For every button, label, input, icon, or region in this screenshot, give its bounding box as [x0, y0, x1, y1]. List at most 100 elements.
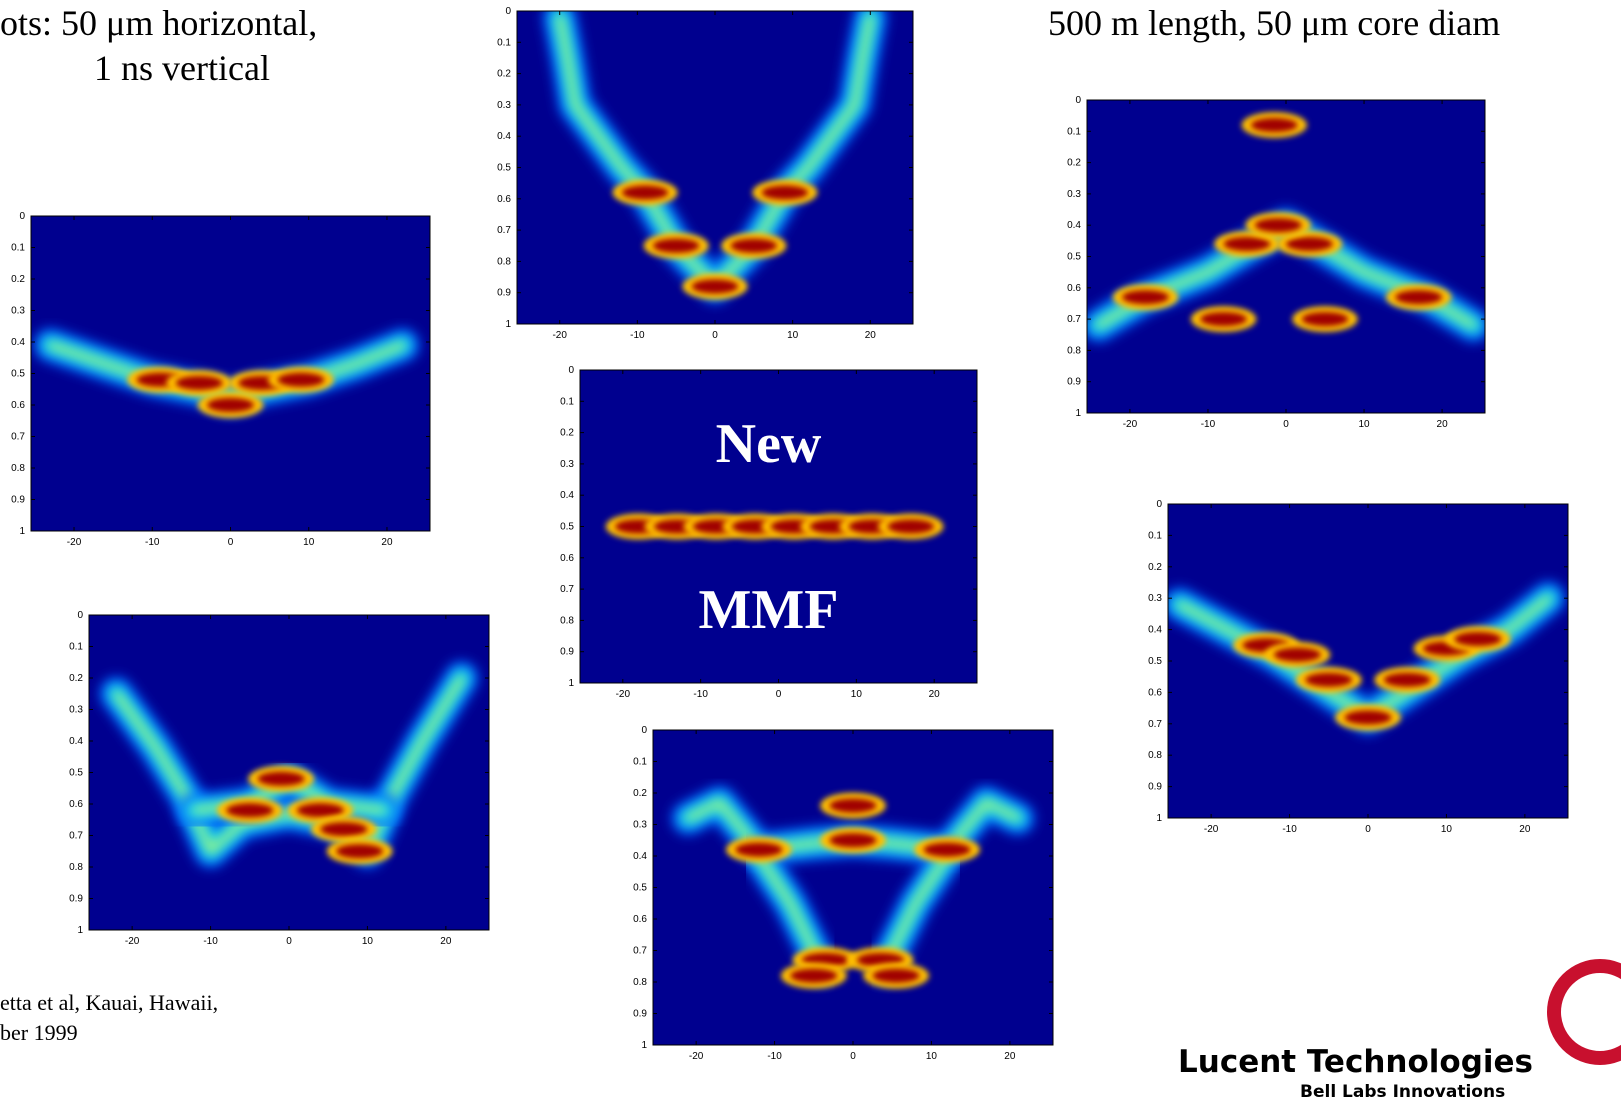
x-tick-label: 0 [1283, 419, 1289, 430]
x-tick-label: -20 [616, 689, 631, 700]
y-tick-label: 0.4 [1067, 220, 1081, 231]
y-tick-label: 0.1 [497, 37, 511, 48]
peak [1344, 710, 1392, 725]
x-tick-label: 0 [850, 1051, 856, 1062]
peak [1383, 672, 1431, 687]
logo: Lucent Technologies [1178, 1044, 1533, 1080]
peak [1122, 290, 1169, 305]
peak [691, 279, 739, 294]
y-tick-label: 0.5 [497, 163, 511, 174]
y-tick-label: 0 [505, 6, 511, 17]
plot-background [1168, 504, 1568, 818]
x-tick-label: -20 [1123, 419, 1138, 430]
x-tick-label: -20 [67, 537, 82, 548]
x-tick-label: 10 [362, 936, 374, 947]
y-tick-label: 0 [19, 211, 25, 222]
peak [1254, 218, 1302, 233]
heatmap: -20 -10 0 10 20 0 0.1 0.2 0.3 0.4 0.5 0.6 0.7 0.8 0.9 1 [1148, 499, 1569, 835]
y-tick-label: 0.4 [560, 490, 574, 501]
y-tick-label: 0.9 [11, 495, 25, 506]
heatmap: -20 -10 0 10 20 0 0.1 0.2 0.3 0.4 0.5 0.6 0.7 0.8 0.9 1 [11, 211, 431, 548]
x-tick-label: 0 [1365, 824, 1371, 835]
y-tick-label: 0.3 [1148, 593, 1162, 604]
peak [829, 798, 877, 813]
x-tick-label: -20 [125, 936, 140, 947]
y-tick-label: 0.5 [11, 369, 25, 380]
y-tick-label: 0.5 [69, 768, 83, 779]
reference: etta et al, Kauai, Hawaii, [0, 990, 218, 1015]
y-tick-label: 1 [19, 526, 25, 537]
x-tick-label: 20 [1004, 1051, 1016, 1062]
x-tick-label: 0 [286, 936, 292, 947]
x-tick-label: 20 [1519, 824, 1531, 835]
peak [829, 833, 877, 848]
peak [277, 372, 325, 387]
y-tick-label: 0.5 [633, 883, 647, 894]
x-tick-label: -20 [1204, 824, 1219, 835]
heatmap: -20 -10 0 10 20 0 0.1 0.2 0.3 0.4 0.5 0.6 0.7 0.8 0.9 1 [69, 610, 490, 947]
y-tick-label: 0.6 [633, 914, 647, 925]
y-tick-label: 0.7 [11, 432, 25, 443]
y-tick-label: 0.7 [1148, 719, 1162, 730]
y-tick-label: 1 [1156, 813, 1162, 824]
y-tick-label: 0.5 [1148, 656, 1162, 667]
y-tick-label: 0.3 [1067, 189, 1081, 200]
heatmap: -20 -10 0 10 20 0 0.1 0.2 0.3 0.4 0.5 0.6 0.7 0.8 0.9 1 [633, 725, 1054, 1062]
y-tick-label: 0.8 [1148, 750, 1162, 761]
plot-area [99, 661, 479, 869]
y-tick-label: 0.1 [69, 642, 83, 653]
x-tick-label: -10 [1201, 419, 1216, 430]
peak [735, 842, 783, 857]
peak [761, 185, 809, 200]
x-tick-label: 0 [228, 537, 234, 548]
logo-ring-stroke [1547, 959, 1621, 1065]
x-tick-label: 20 [381, 537, 393, 548]
peak [257, 771, 305, 786]
y-tick-label: 0.8 [633, 977, 647, 988]
y-tick-label: 0.2 [633, 788, 647, 799]
plot-area [671, 785, 1035, 989]
plot-area [1087, 108, 1485, 343]
peak [923, 842, 971, 857]
y-tick-label: 1 [1075, 408, 1081, 419]
y-tick-label: 0.6 [1148, 687, 1162, 698]
y-tick-label: 0.1 [1067, 126, 1081, 137]
heatmap: -20 -10 0 10 20 0 0.1 0.2 0.3 0.4 0.5 0.6 0.7 0.8 0.9 1… [560, 365, 978, 700]
peak [320, 822, 368, 837]
plot-area [33, 328, 420, 418]
y-tick-label: 0.3 [560, 459, 574, 470]
annotation: New [716, 413, 822, 475]
x-tick-label: 10 [851, 689, 863, 700]
x-tick-label: -20 [552, 330, 567, 341]
plot-area [590, 509, 967, 544]
y-tick-label: 0.9 [1148, 782, 1162, 793]
x-tick-label: 10 [787, 330, 799, 341]
y-tick-label: 0.9 [633, 1009, 647, 1020]
peak [1200, 312, 1247, 327]
x-tick-label: -10 [145, 537, 160, 548]
y-tick-label: 0.7 [69, 831, 83, 842]
caption: 1 ns vertical [94, 48, 270, 88]
peak [207, 398, 254, 412]
peak [872, 968, 920, 983]
y-tick-label: 0.3 [11, 306, 25, 317]
y-tick-label: 0 [77, 610, 83, 621]
y-tick-label: 0.2 [1148, 562, 1162, 573]
peak [621, 185, 669, 200]
y-tick-label: 0.5 [1067, 252, 1081, 263]
peak [790, 968, 838, 983]
y-tick-label: 0.2 [11, 274, 25, 285]
peak [296, 803, 344, 818]
annotation: MMF [699, 579, 839, 641]
y-tick-label: 1 [77, 925, 83, 936]
y-tick-label: 0.4 [11, 337, 25, 348]
logo-sub: Bell Labs Innovations [1300, 1082, 1505, 1097]
peak [887, 519, 935, 534]
peak [226, 803, 274, 818]
peak [652, 238, 700, 253]
plot-background [1087, 100, 1485, 413]
y-tick-label: 0.7 [560, 584, 574, 595]
reference: ber 1999 [0, 1020, 78, 1045]
y-tick-label: 0.6 [69, 799, 83, 810]
